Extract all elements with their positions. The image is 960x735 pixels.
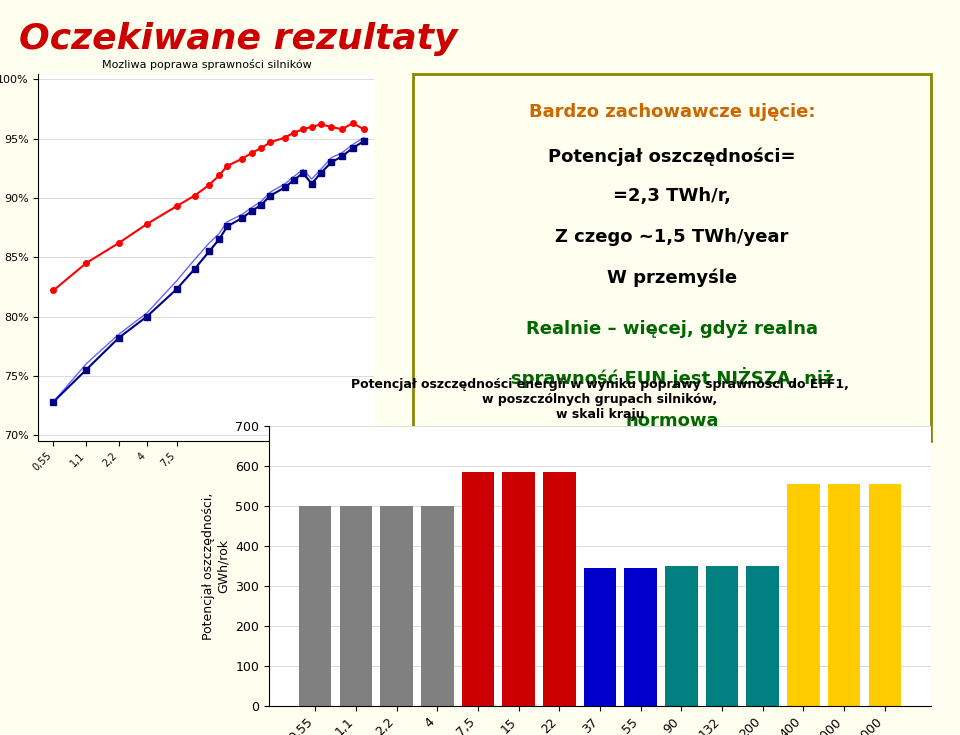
Bar: [787, 484, 820, 706]
Y-axis label: Potencjał oszczędności,
GWh/rok: Potencjał oszczędności, GWh/rok: [202, 492, 229, 639]
Text: sprawność EUN jest NIŻSZA, niż: sprawność EUN jest NIŻSZA, niż: [511, 368, 833, 389]
Bar: [380, 506, 413, 706]
Bar: [299, 506, 331, 706]
Bar: [665, 566, 698, 706]
Bar: [502, 472, 535, 706]
Text: Oczekiwane rezultaty: Oczekiwane rezultaty: [19, 22, 458, 56]
Text: Realnie – więcej, gdyż realna: Realnie – więcej, gdyż realna: [526, 320, 818, 337]
Text: normowa: normowa: [625, 412, 719, 429]
Text: Z czego ~1,5 TWh/year: Z czego ~1,5 TWh/year: [555, 228, 789, 245]
Bar: [706, 566, 738, 706]
Bar: [869, 484, 901, 706]
Text: Potencjał oszczędności=: Potencjał oszczędności=: [548, 147, 796, 165]
Text: Bardzo zachowawcze ujęcie:: Bardzo zachowawcze ujęcie:: [529, 103, 815, 121]
FancyBboxPatch shape: [413, 74, 931, 441]
Bar: [421, 506, 453, 706]
Bar: [543, 472, 576, 706]
Title: Mozliwa poprawa sprawności silników: Mozliwa poprawa sprawności silników: [102, 59, 311, 70]
Bar: [828, 484, 860, 706]
Bar: [340, 506, 372, 706]
Title: Potencjał oszczędności energii w wyniku poprawy sprawności do EFF1,
w poszczólny: Potencjał oszczędności energii w wyniku …: [351, 378, 849, 421]
Bar: [462, 472, 494, 706]
Bar: [747, 566, 779, 706]
Bar: [624, 568, 657, 706]
Bar: [584, 568, 616, 706]
Text: W przemyśle: W przemyśle: [607, 268, 737, 287]
Text: =2,3 TWh/r,: =2,3 TWh/r,: [613, 187, 731, 205]
